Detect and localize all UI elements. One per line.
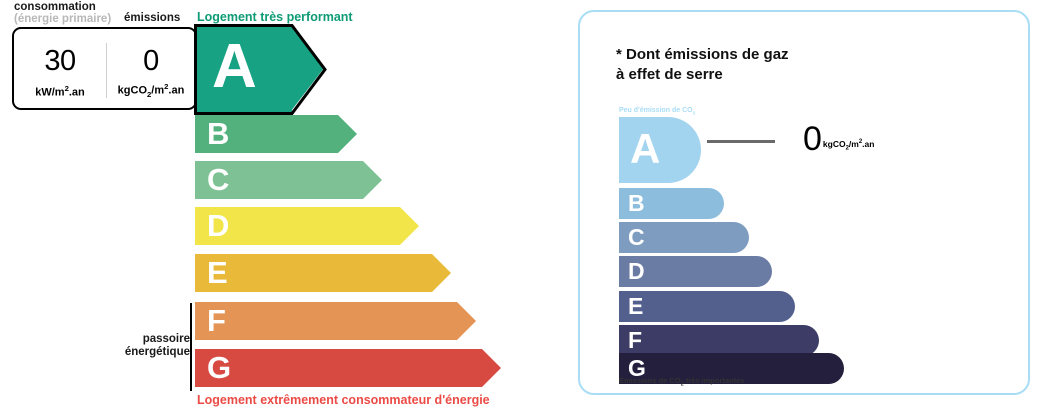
co2-class-bar-a: A bbox=[619, 117, 701, 183]
energy-class-bar-f: F bbox=[195, 302, 457, 340]
emission-unit: kgCO2/m2.an bbox=[117, 82, 185, 99]
energy-values-box: 30 kW/m2.an 0 kgCO2/m2.an bbox=[12, 27, 197, 110]
energy-class-letter: F bbox=[207, 302, 226, 338]
consumption-value-cell: 30 kW/m2.an bbox=[14, 29, 106, 108]
co2-class-letter: C bbox=[628, 223, 645, 250]
co2-class-letter: F bbox=[628, 326, 643, 353]
co2-emissions-panel: * Dont émissions de gaz à effet de serre… bbox=[578, 10, 1030, 395]
energy-class-bar-tip bbox=[457, 302, 476, 340]
co2-value-connector-line bbox=[707, 140, 775, 143]
co2-class-bar-c: C bbox=[619, 222, 749, 253]
co2-class-bar-g: G bbox=[619, 353, 844, 384]
energy-class-letter: B bbox=[207, 115, 230, 151]
energy-class-bar-tip bbox=[432, 254, 451, 292]
energy-class-letter: E bbox=[207, 254, 228, 290]
co2-class-bar-f: F bbox=[619, 325, 819, 356]
co2-class-letter: D bbox=[628, 257, 645, 284]
co2-panel-title: * Dont émissions de gaz à effet de serre bbox=[616, 46, 789, 83]
co2-high-emission-caption: Émissions de CO2 très importantes bbox=[619, 376, 745, 388]
energy-class-bar-a-tip bbox=[291, 25, 324, 111]
co2-class-bar-e: E bbox=[619, 291, 795, 322]
co2-class-bar-b: B bbox=[619, 188, 724, 219]
energy-class-bar-d: D bbox=[195, 207, 400, 245]
energy-class-bar-tip bbox=[400, 207, 419, 245]
co2-class-letter: B bbox=[628, 189, 645, 216]
co2-value-group: 0 kgCO2/m2.an bbox=[803, 120, 875, 158]
energy-class-bar-tip bbox=[482, 349, 501, 387]
co2-class-letter: E bbox=[628, 292, 644, 319]
consumption-unit: kW/m2.an bbox=[35, 84, 85, 99]
co2-value-unit: kgCO2/m2.an bbox=[822, 138, 875, 152]
co2-value: 0 bbox=[803, 120, 822, 158]
co2-class-letter: A bbox=[630, 125, 661, 172]
high-consumption-label: Logement extrêmement consommateur d'éner… bbox=[197, 393, 490, 407]
primary-energy-caption: (énergie primaire) bbox=[14, 13, 112, 25]
energy-class-bar-tip bbox=[338, 115, 357, 153]
emissions-caption: émissions bbox=[124, 12, 181, 24]
emission-value: 0 bbox=[143, 45, 159, 77]
values-divider bbox=[106, 43, 107, 98]
consumption-value: 30 bbox=[44, 45, 76, 77]
energy-performance-chart: consommation (énergie primaire) émission… bbox=[12, 1, 501, 407]
energy-class-bar-a: A bbox=[195, 25, 292, 112]
emission-value-cell: 0 kgCO2/m2.an bbox=[106, 29, 196, 108]
co2-class-bar-d: D bbox=[619, 256, 772, 287]
co2-class-letter: G bbox=[628, 354, 646, 381]
passoire-bracket-line bbox=[190, 303, 192, 391]
energy-class-bar-b: B bbox=[195, 115, 338, 153]
energy-class-letter: C bbox=[207, 161, 230, 197]
co2-low-emission-caption: Peu d'émission de CO2 bbox=[619, 107, 696, 117]
energy-class-bar-tip bbox=[363, 161, 382, 199]
energy-class-letter: D bbox=[207, 207, 230, 243]
passoire-energetique-label: passoire énergétique bbox=[124, 333, 190, 359]
energy-class-bar-g: G bbox=[195, 349, 482, 387]
energy-class-bar-e: E bbox=[195, 254, 432, 292]
energy-class-letter: A bbox=[212, 32, 257, 101]
high-performance-label: Logement très performant bbox=[197, 10, 353, 24]
consumption-caption: consommation bbox=[14, 1, 96, 13]
energy-class-letter: G bbox=[207, 349, 232, 385]
energy-class-bar-c: C bbox=[195, 161, 363, 199]
